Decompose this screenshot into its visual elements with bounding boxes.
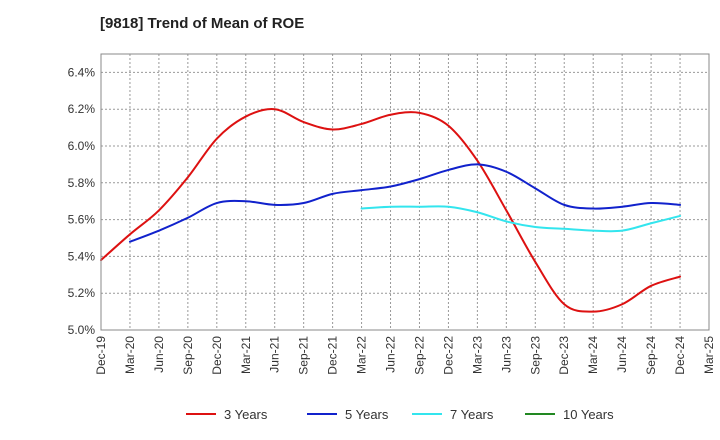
x-tick-label: Mar-24 bbox=[586, 336, 600, 374]
legend-label: 5 Years bbox=[345, 407, 389, 422]
chart-title: [9818] Trend of Mean of ROE bbox=[100, 15, 304, 32]
x-tick-label: Mar-25 bbox=[702, 336, 716, 374]
series-lines bbox=[100, 108, 682, 313]
legend-label: 7 Years bbox=[450, 407, 494, 422]
y-axis-ticks: 5.0% 5.2% 5.4% 5.6% 5.8% 6.0% 6.2% 6.4% bbox=[68, 65, 96, 337]
x-tick-label: Jun-23 bbox=[499, 336, 513, 373]
legend-item-10-years: 10 Years bbox=[525, 407, 614, 422]
legend-label: 10 Years bbox=[563, 407, 614, 422]
y-tick-label: 5.8% bbox=[68, 176, 96, 190]
series-line-3-years bbox=[100, 108, 682, 313]
x-tick-label: Sep-24 bbox=[644, 336, 658, 375]
legend-item-5-years: 5 Years bbox=[307, 407, 389, 422]
x-tick-label: Dec-20 bbox=[210, 336, 224, 375]
plot-frame bbox=[100, 53, 710, 331]
x-tick-label: Mar-20 bbox=[123, 336, 137, 374]
x-tick-label: Mar-21 bbox=[239, 336, 253, 374]
x-tick-label: Dec-19 bbox=[94, 336, 108, 375]
y-tick-label: 6.2% bbox=[68, 102, 96, 116]
series-line-5-years bbox=[128, 163, 682, 243]
legend-item-7-years: 7 Years bbox=[412, 407, 494, 422]
x-tick-label: Jun-20 bbox=[152, 336, 166, 373]
x-tick-label: Jun-24 bbox=[615, 336, 629, 373]
x-tick-label: Mar-22 bbox=[355, 336, 369, 374]
legend-label: 3 Years bbox=[224, 407, 268, 422]
x-tick-label: Dec-24 bbox=[673, 336, 687, 375]
x-tick-label: Sep-23 bbox=[528, 336, 542, 375]
y-tick-label: 5.6% bbox=[68, 213, 96, 227]
y-tick-label: 6.0% bbox=[68, 139, 96, 153]
x-tick-label: Dec-23 bbox=[557, 336, 571, 375]
y-tick-label: 6.4% bbox=[68, 65, 96, 79]
x-tick-label: Sep-20 bbox=[181, 336, 195, 375]
x-tick-label: Sep-21 bbox=[297, 336, 311, 375]
x-tick-label: Dec-21 bbox=[326, 336, 340, 375]
x-tick-label: Mar-23 bbox=[470, 336, 484, 374]
legend: 3 Years 5 Years 7 Years 10 Years bbox=[186, 407, 614, 422]
grid-lines bbox=[100, 54, 710, 331]
legend-item-3-years: 3 Years bbox=[186, 407, 268, 422]
y-tick-label: 5.2% bbox=[68, 286, 96, 300]
x-tick-label: Jun-21 bbox=[268, 336, 282, 373]
y-tick-label: 5.0% bbox=[68, 323, 96, 337]
x-axis-ticks: Dec-19 Mar-20 Jun-20 Sep-20 Dec-20 Mar-21 Jun-… bbox=[94, 336, 716, 375]
series-line-7-years bbox=[360, 205, 682, 233]
y-tick-label: 5.4% bbox=[68, 249, 96, 263]
x-tick-label: Sep-22 bbox=[412, 336, 426, 375]
x-tick-label: Dec-22 bbox=[441, 336, 455, 375]
x-tick-label: Jun-22 bbox=[384, 336, 398, 373]
